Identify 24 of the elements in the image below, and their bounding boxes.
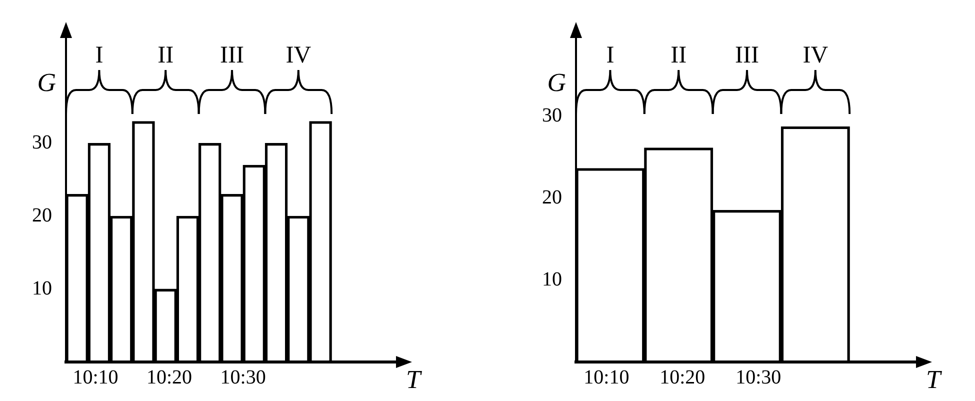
x-tick-label: 10:30: [736, 366, 782, 388]
y-tick-label: 10: [542, 268, 562, 290]
annotation: I: [606, 42, 614, 68]
y-axis-title: G: [37, 68, 56, 97]
x-tick-label: 10:10: [72, 366, 118, 388]
y-tick-label: 20: [32, 204, 52, 226]
y-tick-label: 30: [32, 132, 52, 154]
y-tick-label: 30: [542, 104, 562, 126]
annotation: I: [95, 42, 104, 68]
annotation: IV: [802, 42, 829, 68]
y-tick-label: 10: [32, 277, 52, 300]
annotation: IV: [286, 42, 312, 68]
x-tick-label: 10:20: [146, 366, 192, 388]
annotation: III: [735, 42, 759, 68]
annotation: II: [158, 42, 174, 68]
x-tick-label: 10:10: [584, 366, 630, 388]
x-tick-label: 10:30: [220, 366, 266, 388]
x-axis-title: T: [926, 364, 942, 394]
y-tick-label: 20: [542, 186, 562, 208]
annotation: III: [220, 42, 244, 68]
annotation: II: [670, 42, 687, 68]
x-tick-label: 10:20: [660, 366, 706, 388]
x-axis-title: T: [406, 364, 422, 394]
y-axis-title: G: [547, 68, 566, 97]
